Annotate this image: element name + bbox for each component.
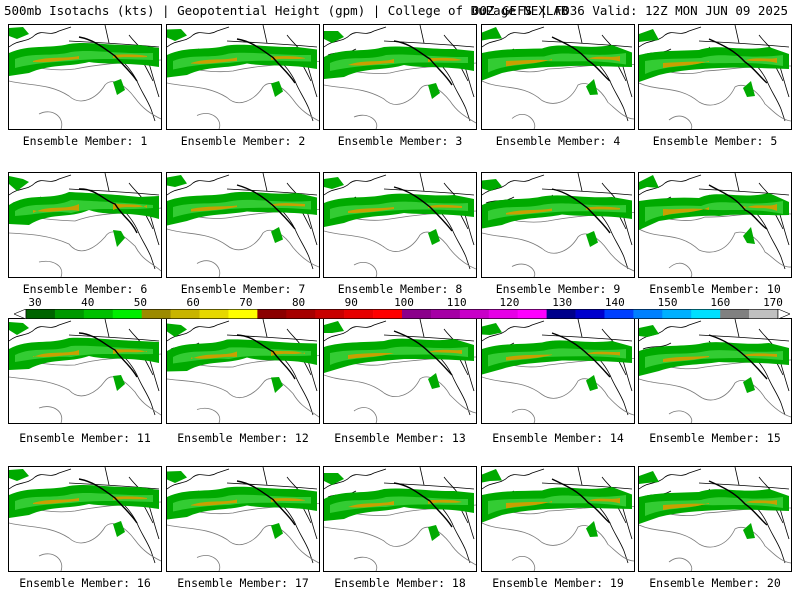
- ensemble-member-map: [481, 172, 635, 278]
- colorbar-tick-label: 130: [552, 296, 573, 309]
- colorbar-swatch: [546, 309, 576, 319]
- ensemble-member-label: Ensemble Member: 17: [177, 576, 309, 590]
- ensemble-member-label: Ensemble Member: 2: [180, 134, 306, 148]
- ensemble-member-map: [638, 172, 792, 278]
- ensemble-member-map: [8, 466, 162, 572]
- colorbar-swatch: [26, 309, 56, 319]
- colorbar-swatch: [662, 309, 692, 319]
- colorbar-tick-label: 120: [499, 296, 520, 309]
- ensemble-member-label: Ensemble Member: 18: [334, 576, 466, 590]
- colorbar-swatch: [575, 309, 605, 319]
- colorbar-swatch: [228, 309, 258, 319]
- colorbar-tick-label: 70: [239, 296, 253, 309]
- colorbar-swatch: [54, 309, 85, 319]
- ensemble-member-label: Ensemble Member: 3: [337, 134, 463, 148]
- page-title: 500mb Isotachs (kts) | Geopotential Heig…: [4, 3, 569, 18]
- ensemble-member-map: [323, 24, 477, 130]
- ensemble-member-label: Ensemble Member: 5: [652, 134, 778, 148]
- ensemble-member-label: Ensemble Member: 4: [495, 134, 621, 148]
- ensemble-member-map: [166, 24, 320, 130]
- colorbar-tick-label: 160: [710, 296, 731, 309]
- ensemble-member-label: Ensemble Member: 10: [649, 282, 781, 296]
- ensemble-member-label: Ensemble Member: 16: [19, 576, 151, 590]
- colorbar-swatch: [633, 309, 663, 319]
- colorbar-tick-label: 80: [291, 296, 306, 309]
- colorbar-tick-label: 100: [394, 296, 414, 309]
- ensemble-member-map: [8, 318, 162, 424]
- colorbar-swatch: [604, 309, 634, 319]
- isotach-colorbar: 30 40 50 60 70 80 90 100 110 120 130 140 150 160 170: [14, 297, 790, 321]
- colorbar-swatch: [257, 309, 287, 319]
- colorbar-swatch: [430, 309, 461, 319]
- colorbar-swatch: [199, 309, 229, 319]
- ensemble-member-label: Ensemble Member: 14: [492, 431, 624, 445]
- ensemble-member-map: [638, 466, 792, 572]
- colorbar-swatch: [517, 309, 547, 319]
- ensemble-member-label: Ensemble Member: 19: [492, 576, 624, 590]
- ensemble-member-map: [638, 24, 792, 130]
- ensemble-member-label: Ensemble Member: 7: [180, 282, 306, 296]
- colorbar-swatch: [691, 309, 721, 319]
- ensemble-member-label: Ensemble Member: 13: [334, 431, 466, 445]
- colorbar-max-arrow: [777, 309, 790, 319]
- colorbar-swatch: [459, 309, 490, 319]
- ensemble-member-map: [166, 318, 320, 424]
- colorbar-tick-label: 140: [604, 296, 625, 309]
- colorbar-tick-label: 150: [657, 296, 678, 309]
- ensemble-member-label: Ensemble Member: 20: [649, 576, 781, 590]
- colorbar-swatch: [488, 309, 518, 319]
- ensemble-member-label: Ensemble Member: 1: [22, 134, 148, 148]
- ensemble-member-map: [481, 318, 635, 424]
- ensemble-member-map: [638, 318, 792, 424]
- ensemble-member-map: [166, 172, 320, 278]
- colorbar-swatch: [749, 309, 779, 319]
- ensemble-member-label: Ensemble Member: 15: [649, 431, 781, 445]
- colorbar-swatch: [373, 309, 403, 319]
- colorbar-tick-label: 170: [763, 296, 783, 309]
- colorbar-tick-label: 50: [133, 296, 148, 309]
- colorbar-tick-label: 40: [81, 296, 95, 309]
- ensemble-member-label: Ensemble Member: 6: [22, 282, 148, 296]
- ensemble-member-map: [481, 24, 635, 130]
- colorbar-strip: [14, 309, 790, 319]
- colorbar-swatch: [315, 309, 345, 319]
- colorbar-tick-label: 90: [344, 296, 358, 309]
- page-header: 500mb Isotachs (kts) | Geopotential Heig…: [0, 0, 800, 22]
- colorbar-swatch: [170, 309, 200, 319]
- ensemble-member-map: [481, 466, 635, 572]
- ensemble-member-label: Ensemble Member: 9: [495, 282, 621, 296]
- ensemble-member-label: Ensemble Member: 8: [337, 282, 463, 296]
- ensemble-member-map: [8, 24, 162, 130]
- colorbar-tick-label: 110: [446, 296, 467, 309]
- colorbar-min-arrow: [14, 309, 27, 319]
- ensemble-member-map: [323, 466, 477, 572]
- colorbar-swatch: [402, 309, 432, 319]
- colorbar-swatch: [344, 309, 374, 319]
- colorbar-swatch: [83, 309, 114, 319]
- ensemble-member-map: [8, 172, 162, 278]
- ensemble-member-map: [323, 318, 477, 424]
- colorbar-tick-label: 60: [186, 296, 200, 309]
- ensemble-member-map: [166, 466, 320, 572]
- colorbar-swatch: [112, 309, 142, 319]
- ensemble-member-label: Ensemble Member: 12: [177, 431, 309, 445]
- colorbar-swatch: [141, 309, 171, 319]
- run-info: 00Z GEFS | F036 Valid: 12Z MON JUN 09 20…: [471, 3, 788, 18]
- colorbar-swatch: [720, 309, 750, 319]
- colorbar-swatch: [286, 309, 316, 319]
- colorbar-tick-label: 30: [28, 296, 42, 309]
- ensemble-member-label: Ensemble Member: 11: [19, 431, 151, 445]
- ensemble-member-map: [323, 172, 477, 278]
